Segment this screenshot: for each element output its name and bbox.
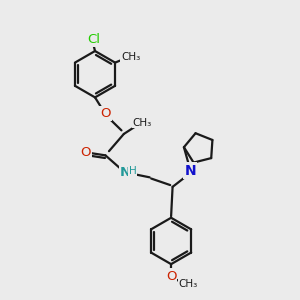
Text: Cl: Cl [87, 33, 100, 46]
Text: H: H [129, 166, 136, 176]
Text: O: O [166, 269, 176, 283]
Text: O: O [80, 146, 91, 160]
Text: CH₃: CH₃ [179, 279, 198, 289]
Text: CH₃: CH₃ [121, 52, 140, 62]
Text: CH₃: CH₃ [133, 118, 152, 128]
Text: O: O [100, 107, 111, 120]
Text: N: N [120, 166, 131, 179]
Text: N: N [184, 164, 196, 178]
